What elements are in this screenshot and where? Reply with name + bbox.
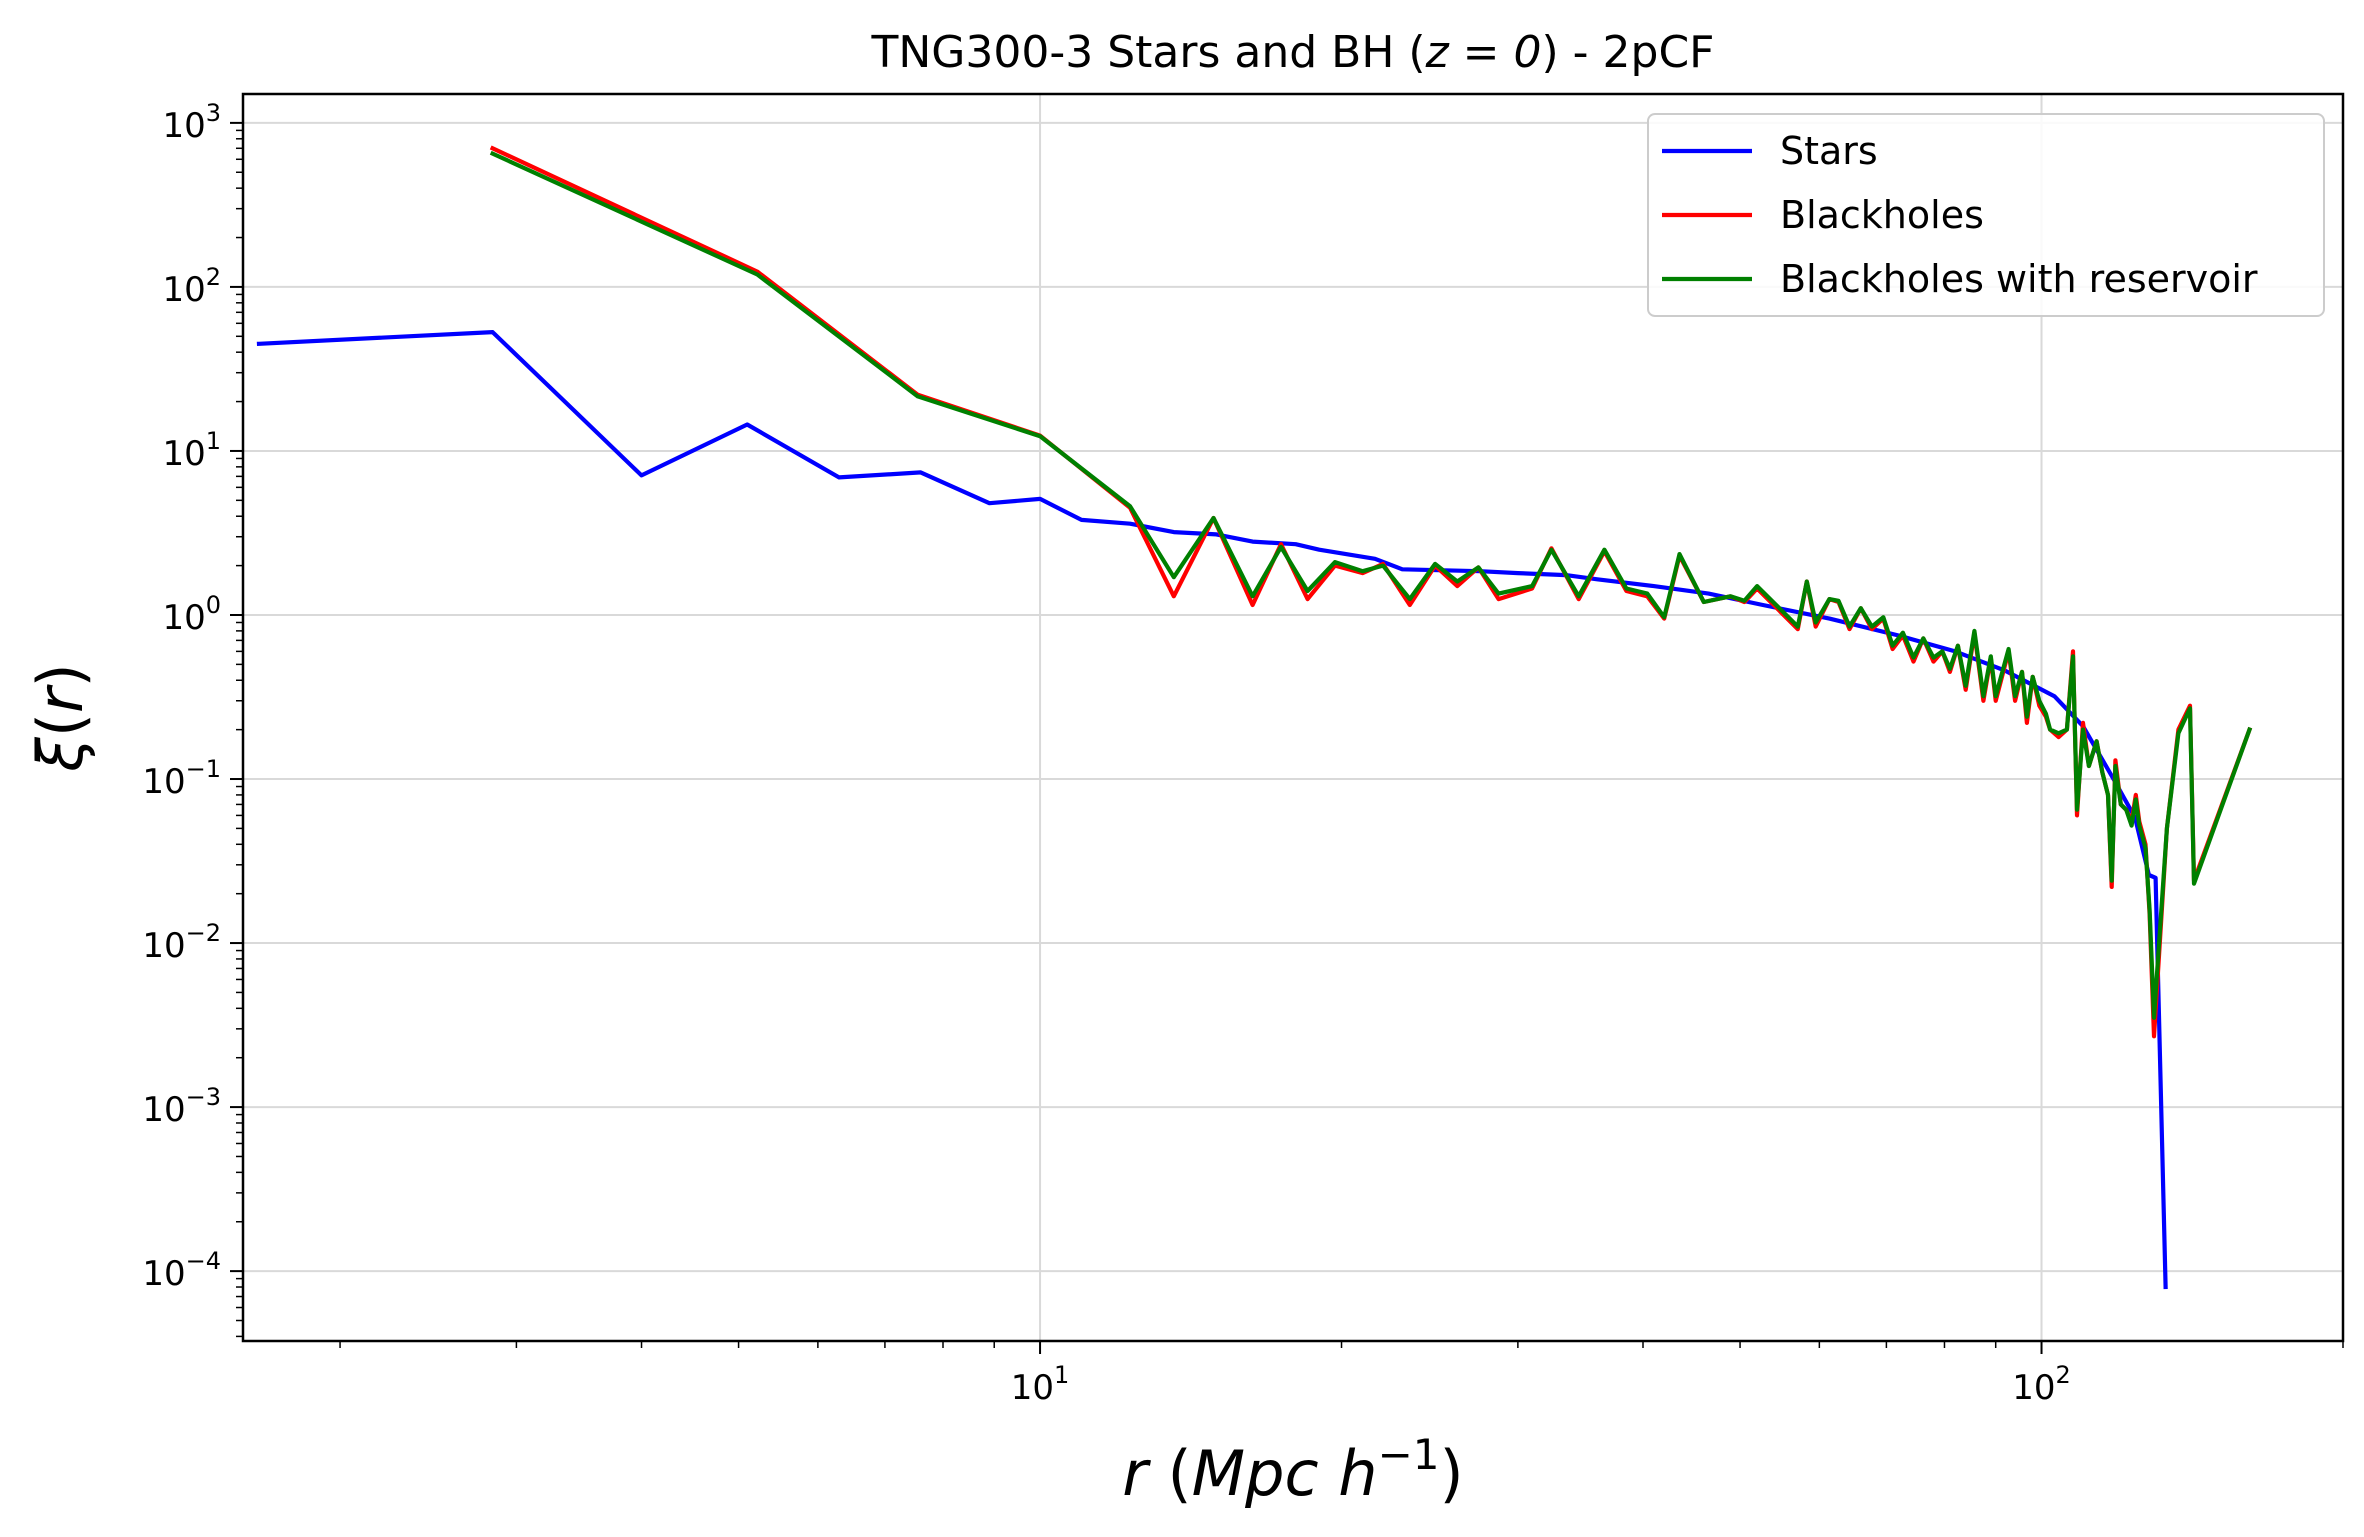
x-tick-label: 101: [1011, 1361, 1070, 1408]
y-tick-label-exponent: −2: [186, 919, 221, 947]
legend-label: Blackholes: [1780, 193, 1984, 237]
chart-title: TNG300-3 Stars and BH (z = 0) - 2pCF: [871, 27, 1715, 78]
y-tick-label: 10−1: [142, 755, 221, 802]
y-tick-label-base: 10: [142, 1090, 185, 1130]
y-tick-label-exponent: 0: [206, 591, 221, 619]
y-tick-label-exponent: 1: [206, 427, 221, 455]
y-tick-label: 100: [162, 591, 221, 638]
x-tick-label-exponent: 1: [1054, 1361, 1069, 1389]
y-tick-label-base: 10: [142, 762, 185, 802]
legend-label: Stars: [1780, 129, 1878, 173]
y-tick-label-base: 10: [162, 270, 205, 310]
x-axis-label: r (Mpc h−1): [1122, 1430, 1463, 1510]
y-axis-label-paren: (: [24, 713, 97, 737]
y-tick-label-exponent: −4: [186, 1247, 221, 1275]
y-tick-label: 10−2: [142, 919, 221, 966]
x-tick-label-base: 10: [1011, 1368, 1054, 1408]
y-tick-label: 10−4: [142, 1247, 221, 1294]
y-axis-label: ξ(r): [24, 663, 97, 772]
x-axis-label-exponent: −1: [1378, 1430, 1440, 1479]
series-line-blackholes-with-reservoir: [489, 150, 2253, 1020]
y-tick-label: 103: [162, 99, 221, 146]
y-axis-label-var: ξ: [24, 737, 97, 773]
y-tick-label-exponent: −3: [186, 1083, 221, 1111]
x-axis-label-var: r: [1122, 1437, 1151, 1510]
legend-box: [1647, 113, 2325, 317]
y-tick-label-exponent: −1: [186, 755, 221, 783]
y-tick-label-base: 10: [142, 926, 185, 966]
x-tick-label-exponent: 2: [2056, 1361, 2071, 1389]
labels: 101 10210310210110010−110−210−310−4TNG300…: [24, 27, 2071, 1510]
y-tick-label-exponent: 2: [206, 263, 221, 291]
y-tick-label: 102: [162, 263, 221, 310]
y-tick-label-exponent: 3: [206, 99, 221, 127]
x-axis-label-paren: ): [1440, 1437, 1464, 1510]
y-tick-label-base: 10: [162, 598, 205, 638]
x-axis-label-unit: Mpc h: [1192, 1437, 1378, 1510]
grid: [243, 94, 2343, 1341]
legend: Stars Blackholes Blackholes with reservoir: [1647, 113, 2325, 317]
axes: [230, 92, 2345, 1354]
y-tick-label-base: 10: [162, 106, 205, 146]
x-tick-label-base: 10: [2012, 1368, 2055, 1408]
chart-title-part: TNG300-3 Stars and BH (: [871, 27, 1426, 78]
legend-label: Blackholes with reservoir: [1780, 257, 2258, 301]
series-layer: [256, 145, 2253, 1290]
y-axis-label-arg: r: [24, 684, 97, 713]
y-tick-label-base: 10: [142, 1254, 185, 1294]
y-tick-label: 101: [162, 427, 221, 474]
y-tick-label-base: 10: [162, 434, 205, 474]
x-axis-label-paren: (: [1148, 1437, 1192, 1510]
plot-frame: [241, 92, 2345, 1343]
chart-title-part: ) - 2pCF: [1542, 27, 1715, 78]
chart-title-math: z = 0: [1425, 27, 1542, 78]
x-tick-label: 102: [2012, 1361, 2071, 1408]
y-axis-label-paren: ): [24, 663, 97, 687]
y-tick-label: 10−3: [142, 1083, 221, 1130]
